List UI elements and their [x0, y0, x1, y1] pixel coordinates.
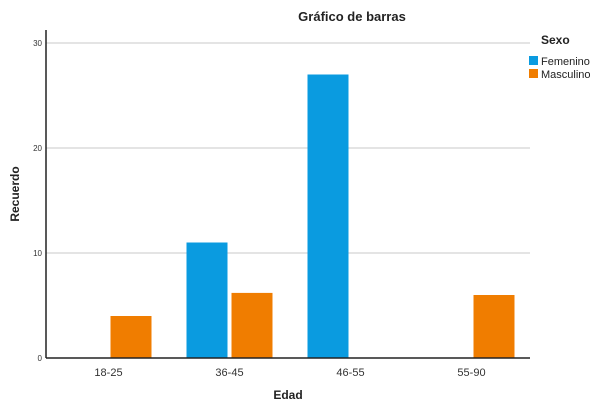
x-tick-label: 55-90	[457, 367, 485, 379]
legend-swatch-femenino	[529, 56, 538, 65]
x-axis-title: Edad	[273, 388, 302, 402]
bar-masculino-18-25	[110, 316, 152, 358]
y-tick-label: 20	[33, 144, 42, 153]
bar-masculino-36-45	[231, 292, 273, 358]
y-tick-label: 0	[38, 354, 43, 363]
legend-label-femenino: Femenino	[541, 56, 590, 68]
legend-swatch-masculino	[529, 69, 538, 78]
x-tick-label: 18-25	[94, 367, 122, 379]
gridlines	[46, 42, 530, 254]
y-tick-label: 10	[33, 249, 42, 258]
legend-label-masculino: Masculino	[541, 69, 591, 81]
x-tick-label: 46-55	[336, 367, 364, 379]
bar-femenino-36-45	[186, 242, 228, 358]
bar-femenino-46-55	[307, 74, 349, 358]
legend: Sexo Femenino Masculino	[529, 33, 591, 81]
y-tick-label: 30	[33, 39, 42, 48]
y-axis-title: Recuerdo	[8, 166, 22, 221]
x-tick-label: 36-45	[215, 367, 243, 379]
y-tick-labels: 0 10 20 30	[33, 39, 42, 363]
bar-masculino-55-90	[473, 295, 515, 358]
legend-title: Sexo	[541, 33, 570, 47]
x-tick-labels: 18-25 36-45 46-55 55-90	[94, 367, 485, 379]
chart-title: Gráfico de barras	[298, 9, 406, 24]
bars	[110, 74, 515, 358]
